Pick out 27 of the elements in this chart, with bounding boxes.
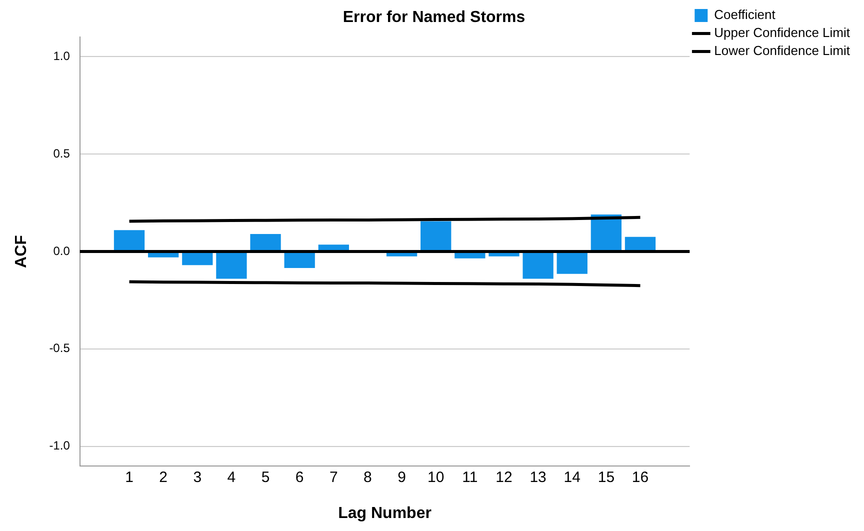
x-tick-label: 13 xyxy=(530,468,546,486)
y-tick-label: -1.0 xyxy=(49,438,70,453)
legend-label: Coefficient xyxy=(714,7,776,22)
y-tick-label: 1.0 xyxy=(53,48,70,63)
legend-label: Upper Confidence Limit xyxy=(714,25,850,40)
legend-label: Lower Confidence Limit xyxy=(714,43,850,58)
y-axis-title: ACF xyxy=(13,234,30,268)
x-tick-label: 12 xyxy=(496,468,512,486)
x-tick-label: 8 xyxy=(364,468,372,486)
y-tick-label: -0.5 xyxy=(49,341,70,356)
x-tick-label: 4 xyxy=(227,468,236,486)
x-tick-label: 14 xyxy=(564,468,580,486)
x-tick-label: 11 xyxy=(462,468,478,486)
x-tick-label: 7 xyxy=(329,468,338,486)
y-tick-label: 0.0 xyxy=(53,244,70,258)
x-axis-title: Lag Number xyxy=(338,504,432,522)
y-tick-label: 0.5 xyxy=(53,146,70,160)
x-tick-label: 1 xyxy=(125,468,134,486)
x-tick-label: 15 xyxy=(598,468,615,486)
x-tick-label: 5 xyxy=(261,468,270,486)
x-tick-label: 16 xyxy=(632,468,649,486)
x-tick-label: 9 xyxy=(398,468,406,486)
x-tick-label: 6 xyxy=(295,468,304,486)
x-tick-label: 10 xyxy=(428,468,444,486)
x-tick-label: 3 xyxy=(193,468,202,486)
x-tick-label: 2 xyxy=(159,468,168,486)
chart-title: Error for Named Storms xyxy=(342,9,526,26)
